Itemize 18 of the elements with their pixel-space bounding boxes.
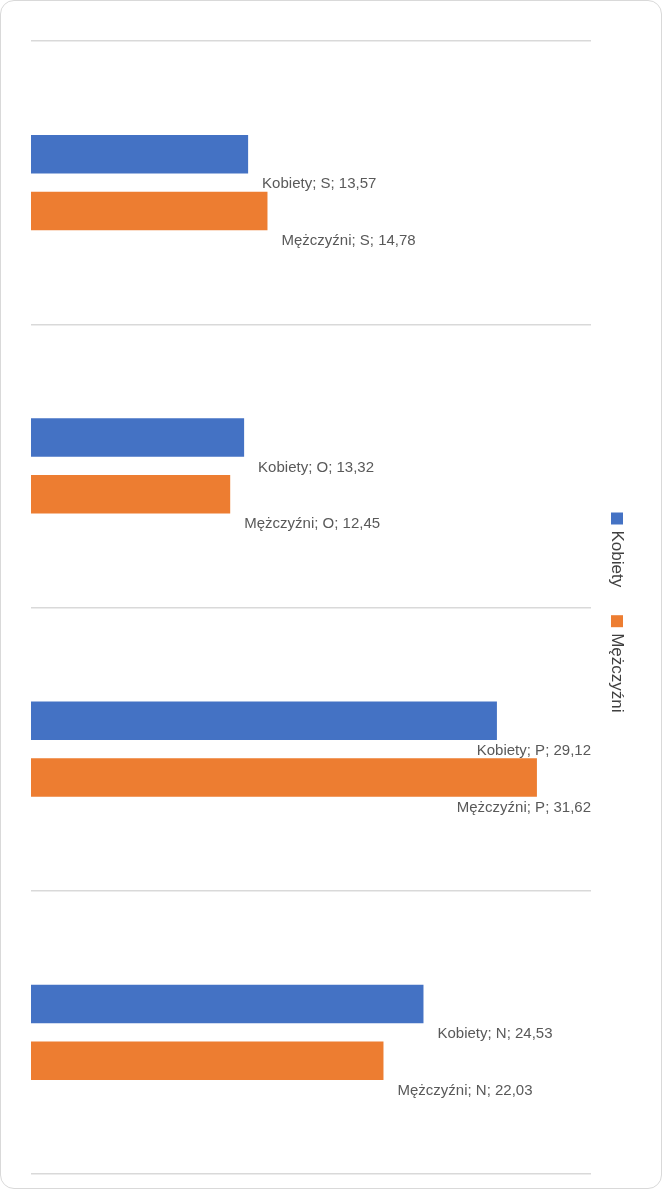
data-label: Mężczyźni; P; 31,62: [456, 797, 592, 815]
data-label: Kobiety; O; 13,32: [258, 457, 375, 475]
bar: [31, 191, 268, 231]
legend-label: Kobiety: [608, 530, 628, 588]
bar: [31, 984, 424, 1024]
bar: [31, 758, 537, 797]
bar: [31, 1041, 384, 1080]
data-label: Kobiety; P; 29,12: [476, 740, 592, 758]
bar: [31, 135, 249, 174]
data-label: Kobiety; S; 13,57: [262, 174, 377, 192]
data-label: Mężczyźni; O; 12,45: [244, 514, 381, 532]
bar: [31, 701, 497, 741]
legend-label: Mężczyźni: [608, 633, 628, 713]
data-label: Mężczyźni; S; 14,78: [281, 231, 416, 249]
data-label: Mężczyźni; N; 22,03: [397, 1080, 533, 1098]
bar: [31, 474, 231, 514]
data-label: Kobiety; N; 24,53: [437, 1024, 553, 1042]
bar: [31, 418, 245, 457]
